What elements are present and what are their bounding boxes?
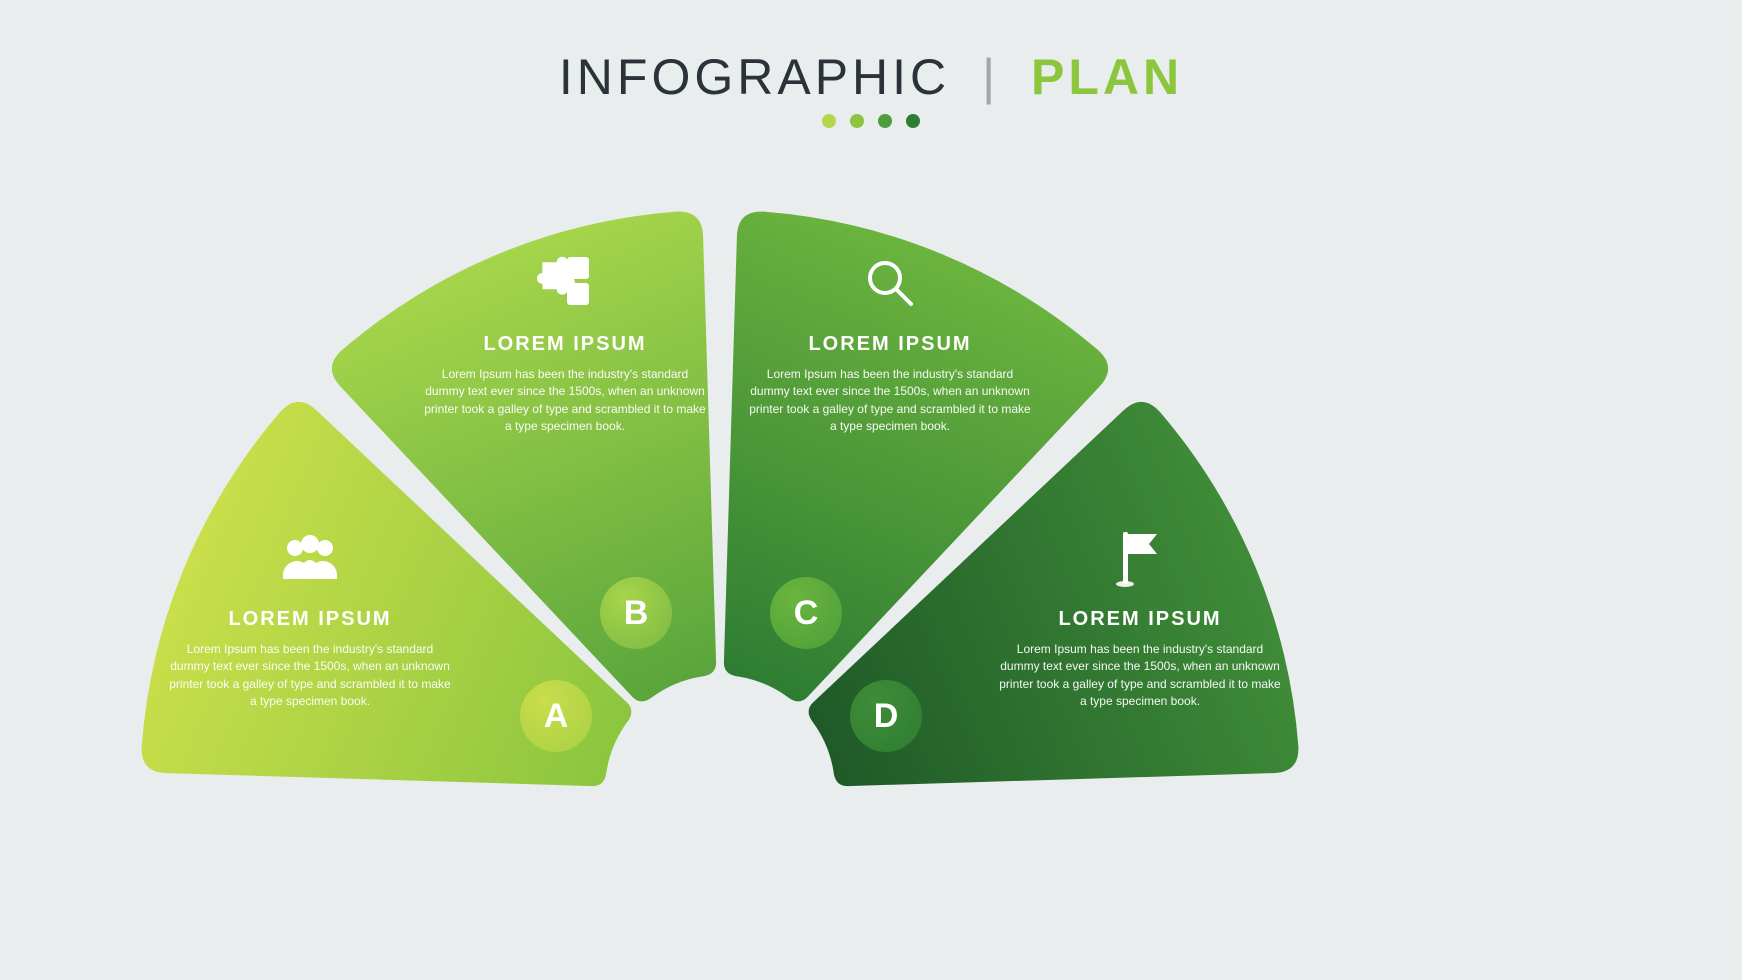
letter-badge-b: B xyxy=(600,577,672,649)
magnifier-icon xyxy=(740,255,1040,311)
letter-label: D xyxy=(874,697,899,736)
segment-content-d: LOREM IPSUM Lorem Ipsum has been the ind… xyxy=(990,530,1290,711)
segment-body: Lorem Ipsum has been the industry's stan… xyxy=(990,641,1290,711)
segment-body: Lorem Ipsum has been the industry's stan… xyxy=(160,641,460,711)
segment-content-c: LOREM IPSUM Lorem Ipsum has been the ind… xyxy=(740,255,1040,436)
segment-title: LOREM IPSUM xyxy=(415,333,715,356)
segment-content-b: LOREM IPSUM Lorem Ipsum has been the ind… xyxy=(415,255,715,436)
users-icon xyxy=(160,530,460,586)
letter-label: B xyxy=(624,594,649,633)
segment-content-a: LOREM IPSUM Lorem Ipsum has been the ind… xyxy=(160,530,460,711)
letter-label: A xyxy=(544,697,569,736)
fan-chart xyxy=(0,0,1742,980)
segment-title: LOREM IPSUM xyxy=(160,608,460,631)
letter-badge-d: D xyxy=(850,680,922,752)
letter-label: C xyxy=(794,594,819,633)
puzzle-icon xyxy=(415,255,715,311)
segment-title: LOREM IPSUM xyxy=(740,333,1040,356)
letter-badge-a: A xyxy=(520,680,592,752)
segment-body: Lorem Ipsum has been the industry's stan… xyxy=(740,366,1040,436)
segment-body: Lorem Ipsum has been the industry's stan… xyxy=(415,366,715,436)
segment-title: LOREM IPSUM xyxy=(990,608,1290,631)
flag-icon xyxy=(990,530,1290,586)
letter-badge-c: C xyxy=(770,577,842,649)
